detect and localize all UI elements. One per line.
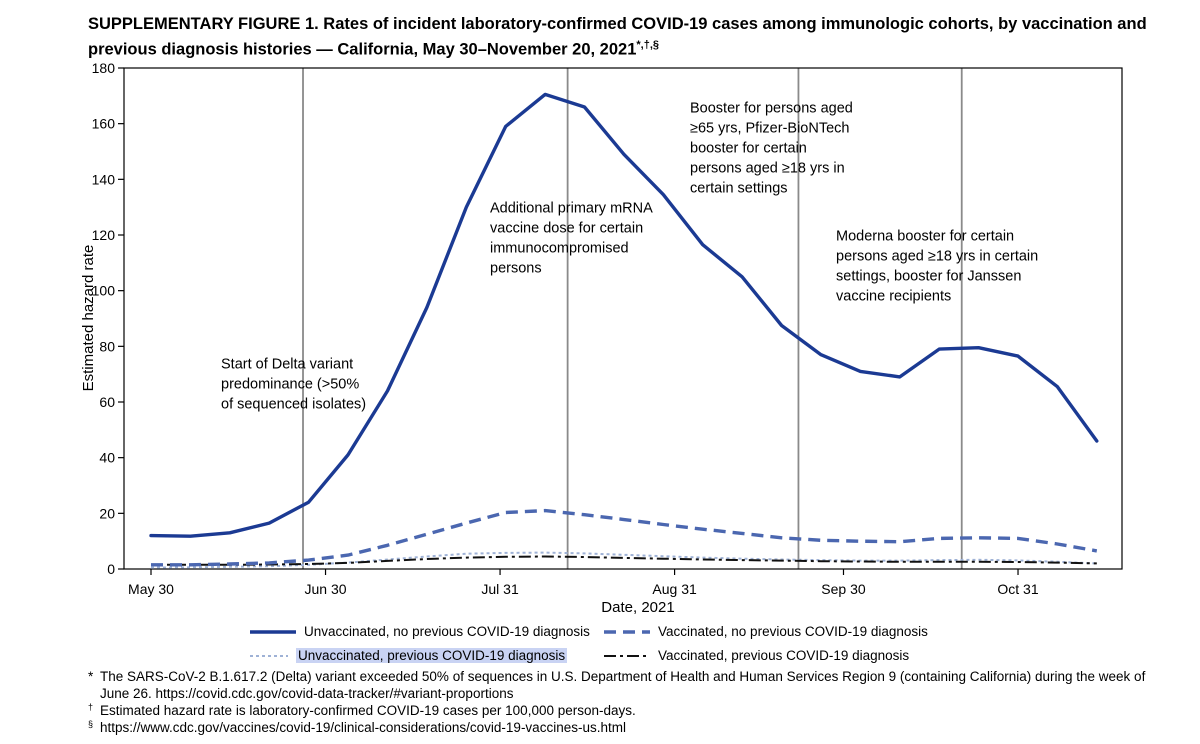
event-label-line: Moderna booster for certain — [836, 229, 1014, 245]
footnote-mark: * — [88, 669, 94, 684]
event-label-line: booster for certain — [690, 141, 807, 157]
y-tick-label: 100 — [92, 283, 116, 299]
legend-swatch-dashdot — [604, 654, 650, 657]
legend-item: Vaccinated, previous COVID-19 diagnosis — [604, 648, 909, 663]
event-label: Start of Delta variant predominance (>50%… — [221, 357, 366, 413]
footnote-mark: † — [88, 702, 94, 712]
series-line-dashdot — [151, 555, 1097, 566]
y-tick-label: 80 — [99, 338, 115, 354]
legend-label: Vaccinated, previous COVID-19 diagnosis — [658, 648, 910, 663]
figure-title: SUPPLEMENTARY FIGURE 1. Rates of inciden… — [88, 14, 1178, 61]
event-label: Additional primary mRNA vaccine dose for … — [490, 201, 653, 277]
footnote-mark: § — [88, 719, 94, 729]
series-lines — [149, 92, 1099, 569]
series-line-dashed — [151, 508, 1098, 567]
event-label-line: Start of Delta variant — [221, 357, 353, 373]
event-label-line: settings, booster for Janssen — [836, 269, 1021, 285]
event-label-line: Booster for persons aged — [690, 101, 853, 117]
footnote: § https://www.cdc.gov/vaccines/covid-19/… — [88, 719, 1178, 736]
y-tick-label: 40 — [99, 450, 115, 466]
event-label: Booster for persons aged ≥65 yrs, Pfizer-… — [690, 101, 853, 197]
x-tick-label: May 30 — [128, 581, 174, 597]
axes: 0 20 40 60 80 100 120 140 160 180 May 30 Jun 30 Jul … — [92, 60, 1123, 597]
event-label-line: ≥65 yrs, Pfizer-BioNTech — [690, 121, 849, 137]
figure-title-marks: *,†,§ — [636, 39, 660, 51]
legend-item: Vaccinated, no previous COVID-19 diagnos… — [604, 624, 928, 639]
event-label-line: predominance (>50% — [221, 377, 359, 393]
y-tick-label: 140 — [92, 171, 116, 187]
event-label-line: certain settings — [690, 181, 788, 197]
legend-label: Unvaccinated, no previous COVID-19 diagn… — [304, 624, 590, 639]
footnote: * The SARS-CoV-2 B.1.617.2 (Delta) varia… — [88, 668, 1178, 702]
event-label-line: vaccine recipients — [836, 289, 951, 305]
legend-swatch-dotted — [250, 654, 288, 657]
footnote: † Estimated hazard rate is laboratory-co… — [88, 702, 1178, 719]
y-tick-label: 20 — [99, 505, 115, 521]
legend-label: Vaccinated, no previous COVID-19 diagnos… — [658, 624, 928, 639]
annotation-lines — [302, 68, 963, 569]
y-tick-label: 120 — [92, 227, 116, 243]
figure-title-text: SUPPLEMENTARY FIGURE 1. Rates of inciden… — [88, 15, 1147, 59]
x-tick-label: Jul 31 — [481, 581, 519, 597]
event-label-line: vaccine dose for certain — [490, 221, 643, 237]
plot-frame — [123, 67, 1123, 570]
y-tick-label: 160 — [92, 116, 116, 132]
event-label: Moderna booster for certain persons aged … — [836, 229, 1038, 305]
x-tick-label: Aug 31 — [652, 581, 697, 597]
footnotes: * The SARS-CoV-2 B.1.617.2 (Delta) varia… — [88, 668, 1178, 736]
legend-item: Unvaccinated, previous COVID-19 diagnosi… — [250, 648, 568, 663]
annotation-labels: Start of Delta variant predominance (>50%… — [221, 101, 1038, 413]
event-label-line: persons — [490, 261, 542, 277]
x-tick-label: Jun 30 — [305, 581, 347, 597]
y-axis-label: Estimated hazard rate — [80, 245, 97, 392]
event-label-line: of sequenced isolates) — [221, 397, 366, 413]
event-label-line: persons aged ≥18 yrs in — [690, 161, 845, 177]
event-label-line: immunocompromised — [490, 241, 629, 257]
y-tick-label: 60 — [99, 394, 115, 410]
y-tick-label: 180 — [92, 60, 116, 76]
x-tick-label: Oct 31 — [997, 581, 1038, 597]
legend-swatch-dashed — [604, 629, 650, 634]
series-line-solid — [149, 92, 1099, 538]
legend-swatch-solid — [250, 629, 296, 634]
legend-item: Unvaccinated, no previous COVID-19 diagn… — [250, 624, 590, 639]
series-line-dotted — [150, 551, 1097, 569]
footnote-text: The SARS-CoV-2 B.1.617.2 (Delta) variant… — [100, 669, 1146, 701]
footnote-text: https://www.cdc.gov/vaccines/covid-19/cl… — [100, 720, 626, 735]
footnote-text: Estimated hazard rate is laboratory-conf… — [100, 703, 636, 718]
x-axis-label: Date, 2021 — [601, 599, 674, 616]
event-label-line: Additional primary mRNA — [490, 201, 653, 217]
event-label-line: persons aged ≥18 yrs in certain — [836, 249, 1038, 265]
x-tick-label: Sep 30 — [821, 581, 866, 597]
legend-label: Unvaccinated, previous COVID-19 diagnosi… — [296, 648, 568, 663]
y-tick-label: 0 — [107, 561, 115, 577]
